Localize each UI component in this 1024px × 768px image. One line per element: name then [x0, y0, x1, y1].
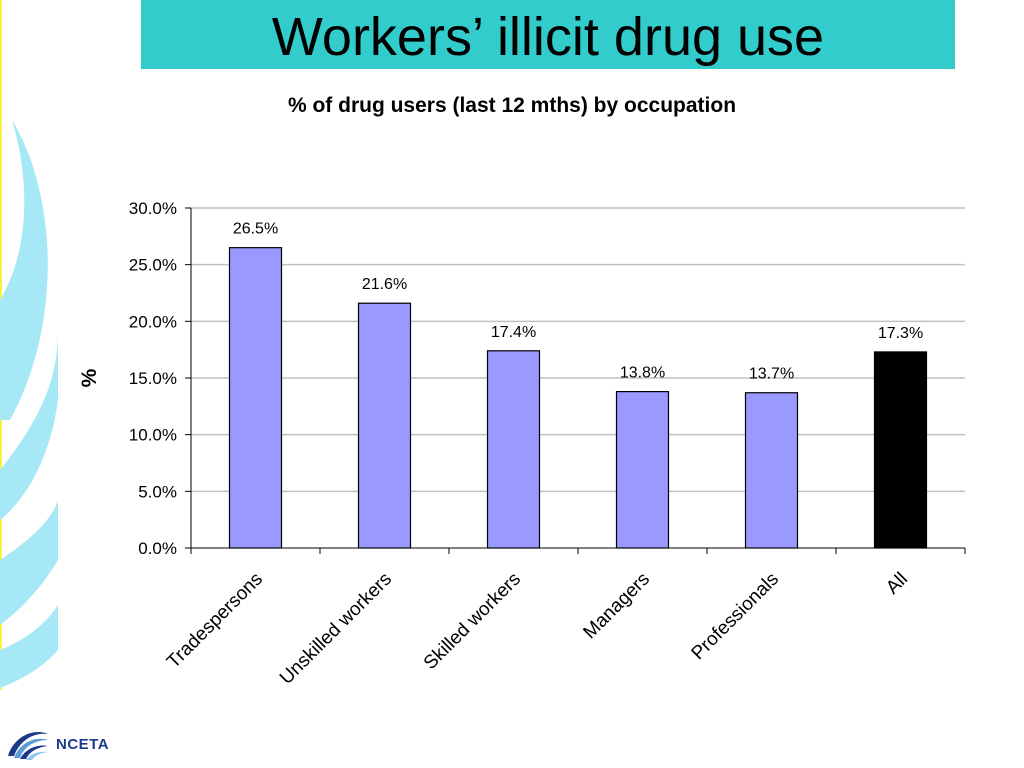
bar: [228, 247, 283, 549]
bar: [744, 392, 799, 549]
data-label: 26.5%: [233, 221, 278, 238]
wave-shape: [0, 605, 58, 688]
wave-shape: [0, 330, 58, 520]
y-tick-label: 5.0%: [138, 482, 177, 501]
x-tick-label: Skilled workers: [420, 569, 525, 674]
y-tick-label: 20.0%: [129, 312, 177, 331]
bar: [615, 391, 670, 549]
bar: [357, 302, 412, 549]
gridlines: [191, 207, 965, 493]
x-tick-label: Professionals: [688, 569, 784, 665]
x-tick-label: Managers: [579, 569, 654, 644]
x-tick-label: All: [882, 569, 912, 599]
bar: [873, 351, 928, 549]
logo-text: NCETA: [56, 735, 110, 753]
y-axis-label: %: [78, 368, 101, 387]
data-label: 13.8%: [620, 365, 665, 382]
nceta-swirl-icon: [8, 732, 48, 760]
decorative-wave-graphic: [0, 0, 58, 690]
wave-shape: [0, 500, 58, 625]
data-label: 21.6%: [362, 276, 407, 293]
nceta-logo: NCETA: [4, 726, 109, 762]
bar: [486, 350, 541, 549]
x-tick-label: Tradespersons: [163, 569, 267, 673]
bar-chart: 0.0% 5.0% 10.0% 15.0% 20.0% 25.0% 30.0% 26.5% Tr…: [78, 199, 966, 689]
x-tick-label: Unskilled workers: [276, 569, 396, 689]
y-tick-label: 0.0%: [138, 539, 177, 558]
data-label: 17.3%: [878, 325, 923, 342]
y-tick-label: 25.0%: [129, 256, 177, 275]
y-tick-label: 30.0%: [129, 199, 177, 218]
data-label: 17.4%: [491, 324, 536, 341]
wave-shape: [0, 120, 48, 420]
y-tick-label: 15.0%: [129, 369, 177, 388]
slide-title: Workers’ illicit drug use: [271, 6, 825, 67]
bars: [228, 247, 928, 549]
axes: [185, 207, 966, 554]
data-label: 13.7%: [749, 366, 794, 383]
y-tick-label: 10.0%: [129, 426, 177, 445]
chart-title: % of drug users (last 12 mths) by occupa…: [287, 94, 737, 117]
title-bar: Workers’ illicit drug use: [141, 0, 955, 69]
